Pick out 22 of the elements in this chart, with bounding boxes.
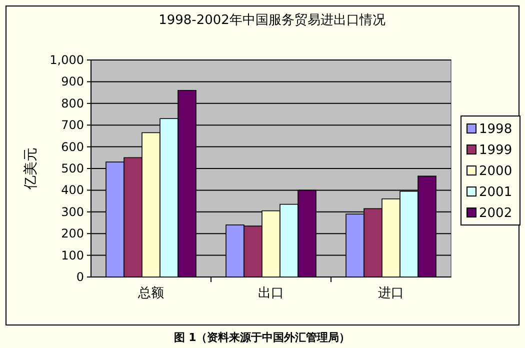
y-tick-label: 700 [61, 118, 84, 132]
legend-label: 2000 [479, 164, 512, 179]
legend-label: 2001 [479, 185, 512, 200]
y-tick-label: 400 [61, 183, 84, 198]
y-axis-title: 亿美元 [23, 148, 39, 190]
y-tick-label: 0 [76, 270, 84, 284]
y-tick-label: 800 [61, 96, 84, 110]
y-tick-label: 200 [61, 226, 84, 241]
x-tick-label: 进口 [378, 286, 404, 301]
x-tick-label: 出口 [258, 286, 284, 301]
chart-title: 1998-2002年中国服务贸易进出口情况 [158, 13, 386, 28]
y-tick-label: 500 [61, 162, 84, 176]
caption: 图 1（资料来源于中国外汇管理局） [174, 331, 350, 344]
x-tick-label: 总额 [137, 286, 164, 301]
y-tick-label: 600 [61, 140, 84, 154]
legend-label: 2002 [479, 206, 512, 221]
y-tick-label: 300 [61, 204, 84, 219]
legend-label: 1999 [479, 143, 512, 158]
y-tick-label: 900 [61, 74, 84, 89]
y-tick-label: 100 [61, 248, 84, 262]
legend-label: 1998 [479, 122, 512, 137]
y-tick-label: 1,000 [50, 53, 84, 67]
